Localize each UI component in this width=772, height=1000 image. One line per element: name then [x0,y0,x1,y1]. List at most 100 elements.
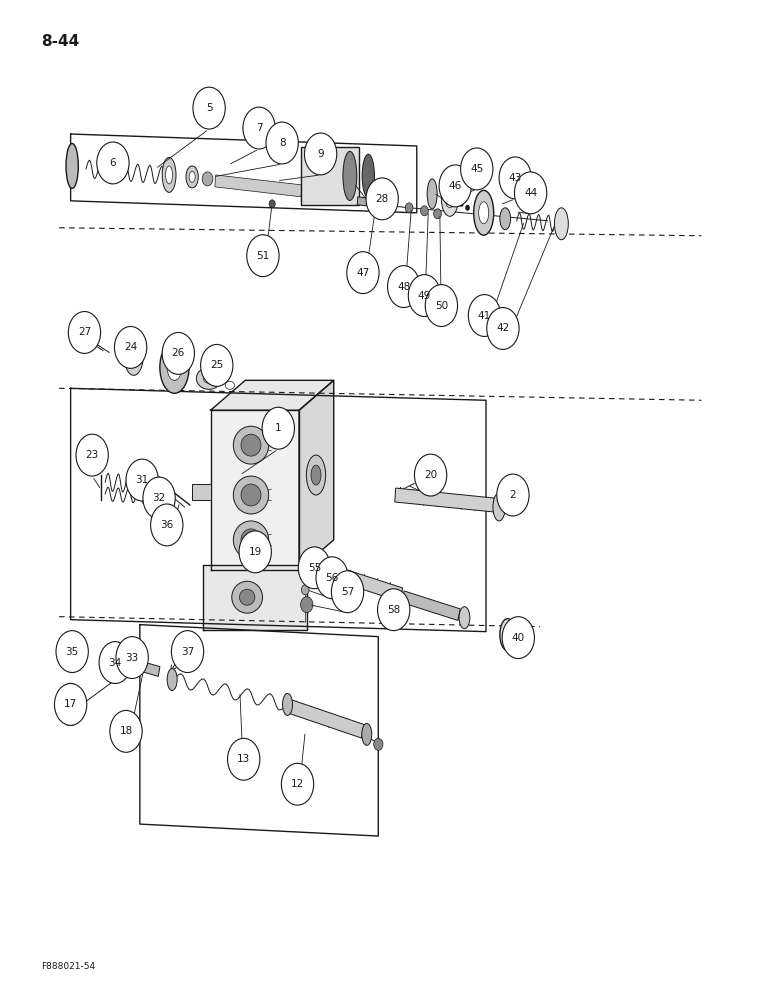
Circle shape [162,332,195,374]
Circle shape [469,295,500,336]
Circle shape [298,547,330,589]
Circle shape [202,172,213,186]
Circle shape [247,235,279,277]
Ellipse shape [66,143,78,188]
Text: 6: 6 [110,158,117,168]
Circle shape [239,531,272,573]
Ellipse shape [479,202,489,224]
Polygon shape [215,175,302,197]
Circle shape [425,285,458,326]
Ellipse shape [233,521,269,559]
Ellipse shape [362,154,374,198]
Circle shape [304,133,337,175]
Text: 8: 8 [279,138,286,148]
Circle shape [300,566,310,578]
Ellipse shape [233,476,269,514]
Ellipse shape [362,723,372,745]
Circle shape [125,655,136,669]
Ellipse shape [168,669,177,690]
Text: 32: 32 [152,493,166,503]
Text: 13: 13 [237,754,250,764]
Text: 7: 7 [256,123,262,133]
Ellipse shape [442,181,459,216]
Text: 47: 47 [357,268,370,278]
Text: 1: 1 [275,423,282,433]
Text: 50: 50 [435,301,448,311]
Circle shape [281,763,313,805]
Circle shape [466,205,470,211]
Circle shape [243,107,276,149]
Circle shape [99,642,131,683]
Polygon shape [289,700,364,738]
Circle shape [269,200,276,208]
Ellipse shape [75,646,81,657]
Text: 18: 18 [120,726,133,736]
Text: 35: 35 [66,647,79,657]
Text: 55: 55 [308,563,321,573]
Ellipse shape [166,166,172,184]
Circle shape [415,454,447,496]
Text: 9: 9 [317,149,324,159]
Polygon shape [401,591,460,620]
Ellipse shape [129,345,139,365]
Text: 46: 46 [449,181,462,191]
Circle shape [262,407,294,449]
Circle shape [459,201,464,207]
Ellipse shape [239,589,255,605]
Polygon shape [323,563,403,602]
Circle shape [347,252,379,294]
Circle shape [439,165,472,207]
Ellipse shape [168,354,181,380]
Text: 20: 20 [424,470,437,480]
Text: 31: 31 [136,475,149,485]
Text: 25: 25 [210,360,223,370]
Ellipse shape [233,426,269,464]
Circle shape [301,585,309,595]
Circle shape [300,597,313,613]
Circle shape [514,172,547,214]
Circle shape [316,557,348,599]
Polygon shape [203,565,306,630]
Polygon shape [211,410,299,570]
Ellipse shape [499,619,515,651]
Text: 33: 33 [126,653,139,663]
Ellipse shape [110,653,120,673]
Text: 37: 37 [181,647,195,657]
Text: 19: 19 [249,547,262,557]
Polygon shape [211,380,334,410]
Ellipse shape [311,465,321,485]
Text: 41: 41 [478,311,491,321]
Text: 43: 43 [509,173,522,183]
Circle shape [151,504,183,546]
Ellipse shape [241,484,261,506]
Ellipse shape [459,607,470,629]
Text: 12: 12 [291,779,304,789]
Text: 26: 26 [171,348,185,358]
Circle shape [378,589,410,631]
Circle shape [405,203,413,213]
Text: F888021-54: F888021-54 [42,962,96,971]
Text: 28: 28 [375,194,389,204]
Ellipse shape [241,434,261,456]
Circle shape [126,459,158,501]
Ellipse shape [71,639,85,664]
Circle shape [496,474,529,516]
Circle shape [76,434,108,476]
Polygon shape [394,488,494,512]
Ellipse shape [503,627,511,643]
Polygon shape [357,197,394,209]
Ellipse shape [343,151,357,200]
Ellipse shape [306,455,326,495]
Text: 5: 5 [206,103,212,113]
Ellipse shape [203,373,215,383]
Text: 58: 58 [387,605,401,615]
Circle shape [499,157,531,199]
Circle shape [366,178,398,220]
Text: 23: 23 [86,450,99,460]
Text: 34: 34 [109,658,122,668]
Ellipse shape [189,171,195,182]
Circle shape [388,266,420,308]
Circle shape [171,631,204,673]
Ellipse shape [474,190,493,235]
Ellipse shape [499,208,510,230]
